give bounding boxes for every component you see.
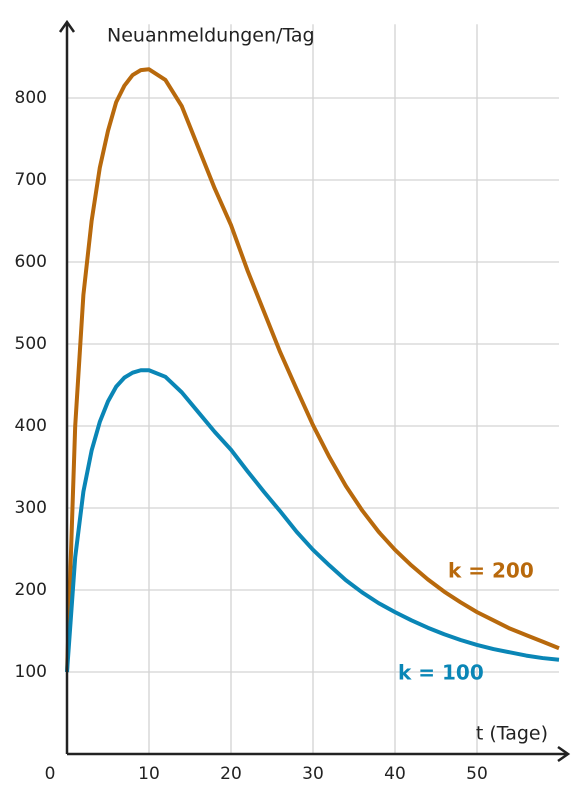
y-tick-label: 600 <box>15 252 47 272</box>
y-arrow <box>58 19 76 33</box>
y-tick-label: 800 <box>15 88 47 108</box>
y-tick-label: 300 <box>15 498 47 518</box>
y-tick-label: 100 <box>15 662 47 682</box>
curves <box>65 67 560 673</box>
x-tick-label: 40 <box>384 764 406 784</box>
y-tick-label: 700 <box>15 170 47 190</box>
y-tick-label: 400 <box>15 416 47 436</box>
line <box>65 67 560 673</box>
x-tick-label: 30 <box>302 764 324 784</box>
x-tick-label: 20 <box>220 764 242 784</box>
line <box>65 368 560 673</box>
x-tick-label: 10 <box>138 764 160 784</box>
x-tick-label: 50 <box>466 764 488 784</box>
y-axis-label: Neuanmeldungen/Tag <box>107 25 315 47</box>
x-axis-label: t (Tage) <box>476 723 548 745</box>
x-tick-label: 0 <box>45 764 56 784</box>
series-label: k = 200 <box>448 559 534 583</box>
y-tick-label: 500 <box>15 334 47 354</box>
x-arrow <box>557 745 571 763</box>
y-tick-label: 200 <box>15 580 47 600</box>
grid <box>67 24 559 754</box>
series-label: k = 100 <box>398 661 484 685</box>
